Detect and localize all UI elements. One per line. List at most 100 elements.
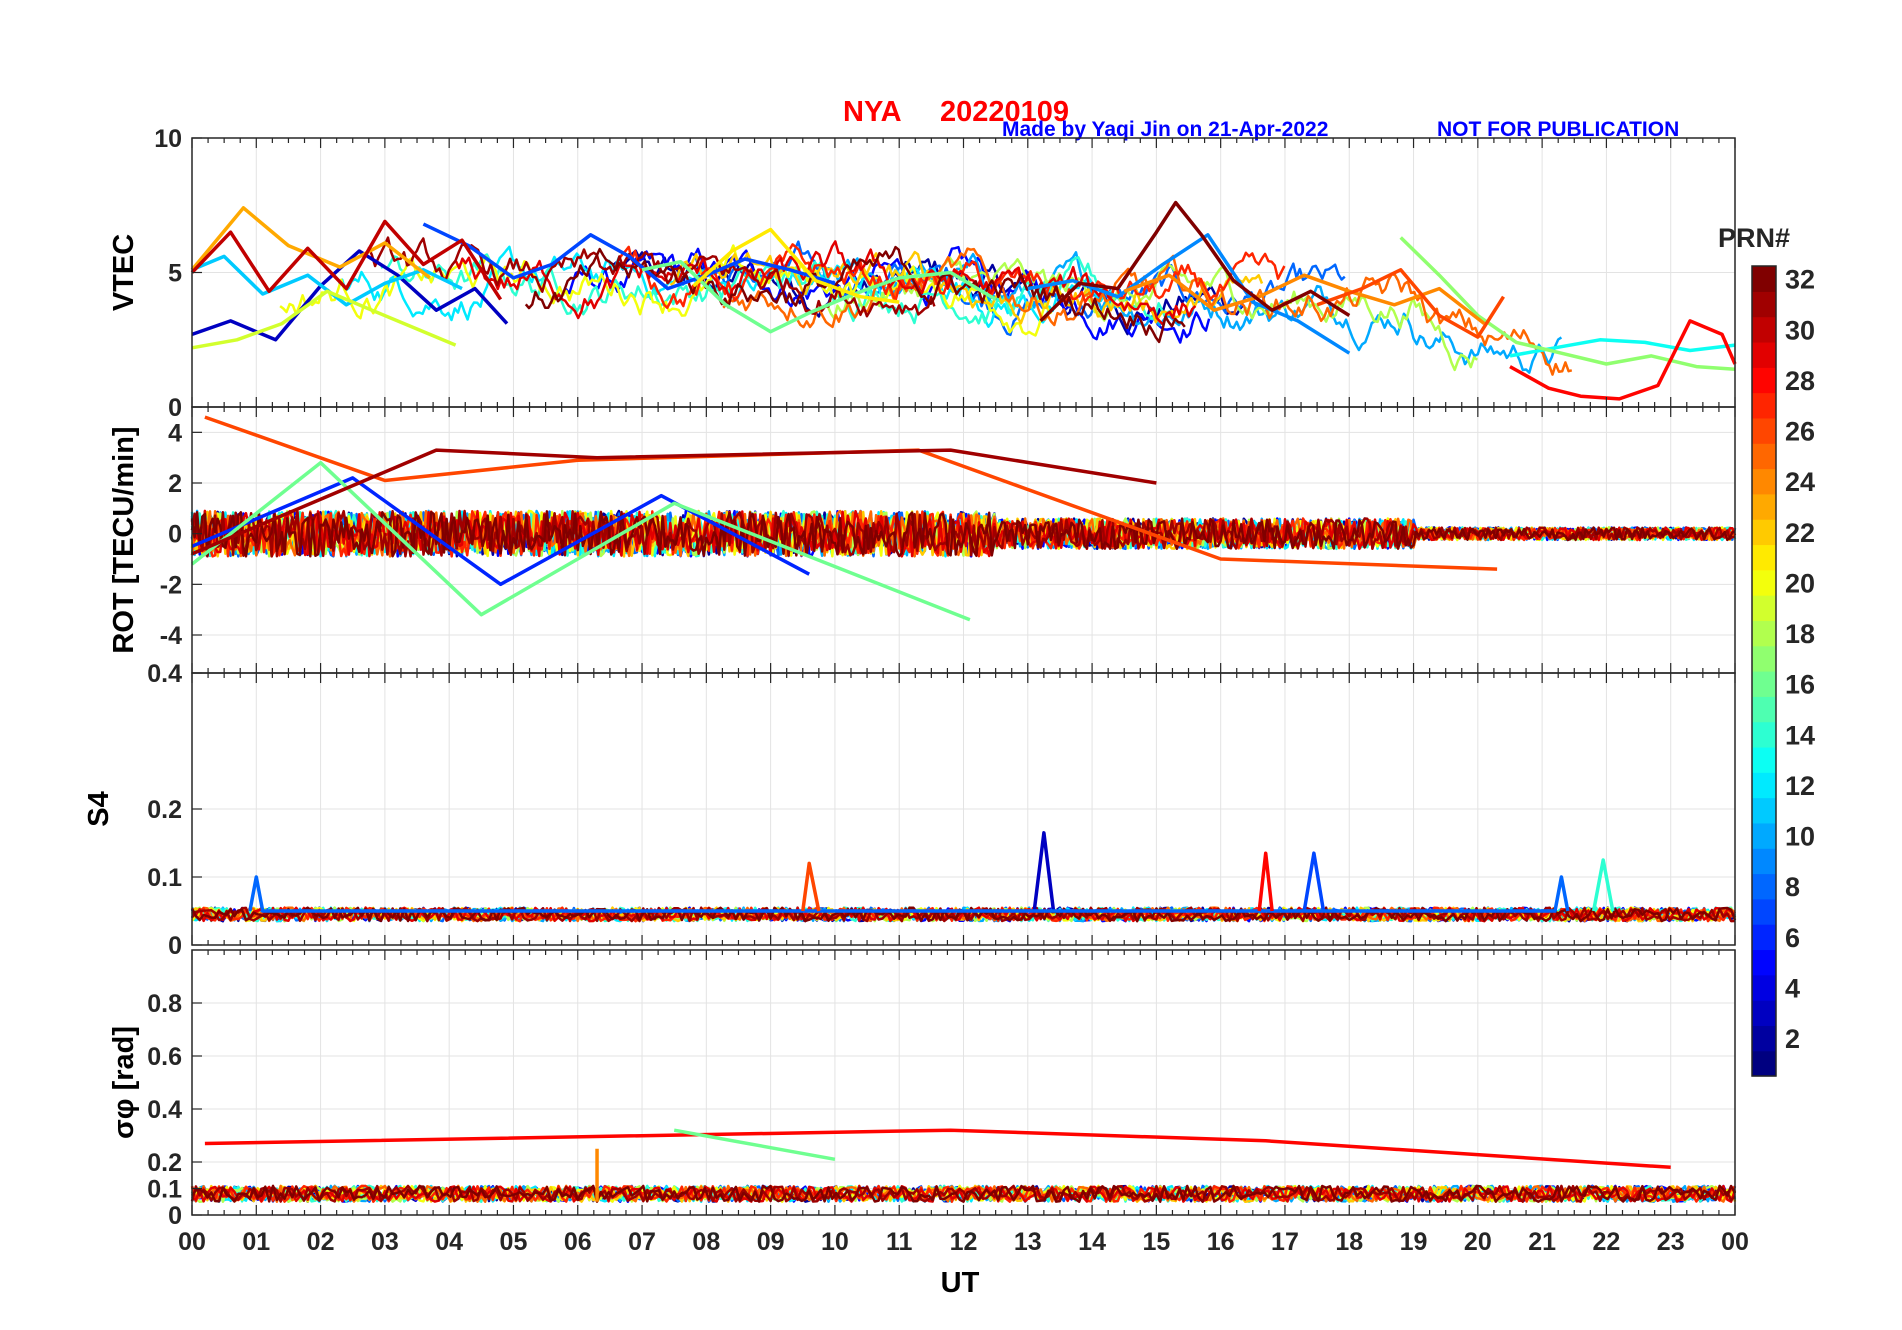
colorbar-tick-label: 2 [1785,1024,1800,1054]
colorbar-tick-label: 24 [1785,467,1815,497]
x-tick-label: 03 [371,1228,399,1256]
s4-ytick-label: 0.1 [147,864,182,892]
vtec-series-prn-3 [191,249,509,342]
x-tick-label: 07 [628,1228,656,1256]
x-tick-label: 04 [435,1228,463,1256]
station-title: NYA [843,96,902,128]
x-tick-label: 15 [1142,1228,1170,1256]
vtec-series-prn-24 [1123,273,1486,325]
x-tick-label: 12 [950,1228,978,1256]
colorbar-frame [1751,265,1777,1077]
colorbar-tick-label: 30 [1785,315,1815,345]
vtec-ytick-label: 10 [154,125,182,153]
colorbar-cell-prn-7 [1752,898,1776,925]
x-tick-label: 09 [757,1228,785,1256]
colorbar-cell-prn-22 [1752,519,1776,546]
colorbar-cell-prn-8 [1752,873,1776,900]
sigma-phi-ytick-labels: 00.10.2 0.4 0.6 0.8 [147,990,182,1230]
colorbar-cell-prn-1 [1752,1050,1776,1077]
colorbar-cell-prn-10 [1752,822,1776,849]
colorbar-tick-label: 32 [1785,265,1815,295]
colorbar-cell-prn-4 [1752,974,1776,1001]
rot-ylabel: ROT [TECU/min] [108,426,140,653]
colorbar-tick-label: 28 [1785,366,1815,396]
rot-ticks [191,407,1736,673]
rot-series [190,415,1498,622]
x-tick-label: 11 [886,1228,913,1256]
x-tick-label: 08 [692,1228,720,1256]
sigma-phi-ytick-label: 0.6 [147,1043,182,1071]
vtec-ytick-label: 0 [168,394,182,422]
colorbar-tick-label: 4 [1785,973,1800,1003]
sigma-phi-ytick-label: 0.2 [147,1149,182,1177]
sigma-phi-ytick-label: 0 [168,1202,182,1230]
sigma-phi-ytick-label: 0.1 [147,1176,182,1204]
colorbar-cell-prn-14 [1752,721,1776,748]
colorbar-cell-prn-20 [1752,569,1776,596]
colorbar-cell-prn-29 [1752,341,1776,368]
credit-text: Made by Yaqi Jin on 21-Apr-2022 [1002,118,1328,141]
sigma-phi-ticks [191,950,1736,1216]
colorbar-cell-prn-6 [1752,924,1776,951]
colorbar-tick-label: 8 [1785,872,1800,902]
s4-series-prn-28 [1257,851,1274,912]
vtec-series-prn-28 [1509,319,1737,401]
colorbar-cell-prn-12 [1752,772,1776,799]
vtec-ytick-label: 5 [168,260,182,288]
x-tick-label: 06 [564,1228,592,1256]
vtec-noise-trace-prn-10 [804,251,1563,374]
vtec-ytick-labels: 0 5 10 [154,125,182,422]
rot-series-prn-6 [191,476,811,587]
x-axis-label: UT [941,1267,980,1299]
vtec-series-prn-32 [1039,200,1351,323]
colorbar-tick-label: 26 [1785,417,1815,447]
rot-ytick-labels: -4 -2 0 2 4 [160,419,182,650]
rot-ytick-label: 2 [168,470,182,498]
sigma-phi-noise-trace-prn-32 [190,1184,1737,1203]
colorbar-cell-prn-17 [1752,645,1776,672]
date-title: 20220109 [940,96,1069,128]
rot-series-prn-31 [191,448,1157,556]
sigma-phi-ylabel: σφ [rad] [108,1026,140,1139]
rot-panel: -4 -2 0 2 4 ROT [TECU/min] [108,406,1737,674]
x-tick-label: 14 [1078,1228,1106,1256]
s4-ylabel: S4 [83,791,115,826]
x-tick-label: 21 [1528,1228,1556,1256]
colorbar-tick-label: 20 [1785,568,1815,598]
x-tick-label: 02 [307,1228,335,1256]
s4-series-prn-7 [1302,851,1326,912]
sigma-phi-ytick-label: 0.8 [147,990,182,1018]
s4-ticks [191,672,1736,946]
x-tick-label: 13 [1014,1228,1042,1256]
rot-noise-trace-prn-32 [190,510,1736,558]
colorbar-cell-prn-26 [1752,417,1776,444]
vtec-ticks [191,137,1736,408]
colorbar-cell-prn-32 [1752,266,1776,292]
s4-series-prn-14 [1591,858,1615,912]
colorbar-cell-prn-25 [1752,443,1776,470]
sigma-phi-series-prn-16 [673,1128,836,1162]
colorbar-cell-prn-5 [1752,949,1776,976]
x-tick-label: 10 [821,1228,849,1256]
vtec-noise-trace-prn-12 [338,245,1106,328]
sigma-phi-noise-traces [190,1184,1737,1203]
s4-ytick-label: 0.2 [147,796,182,824]
vtec-series [190,200,1737,401]
vtec-noise-trace-prn-32 [524,245,1186,344]
colorbar-tick-label: 12 [1785,771,1815,801]
colorbar-tick-label: 18 [1785,619,1815,649]
vtec-series-prn-19 [191,289,457,350]
colorbar-cell-prn-21 [1752,544,1776,571]
rot-ytick-label: -2 [160,571,182,599]
sigma-phi-series-prn-28 [204,1128,1671,1170]
colorbar-cell-prn-18 [1752,620,1776,647]
x-tick-label: 23 [1657,1228,1685,1256]
sigma-phi-ytick-label: 0.4 [147,1096,182,1124]
notice-text: NOT FOR PUBLICATION [1437,118,1679,141]
x-tick-label: 00 [1721,1228,1749,1256]
x-tick-label: 22 [1593,1228,1621,1256]
vtec-ylabel: VTEC [108,234,140,311]
sigma-phi-panel: 00.10.2 0.4 0.6 0.8 σφ [rad] [108,949,1737,1230]
